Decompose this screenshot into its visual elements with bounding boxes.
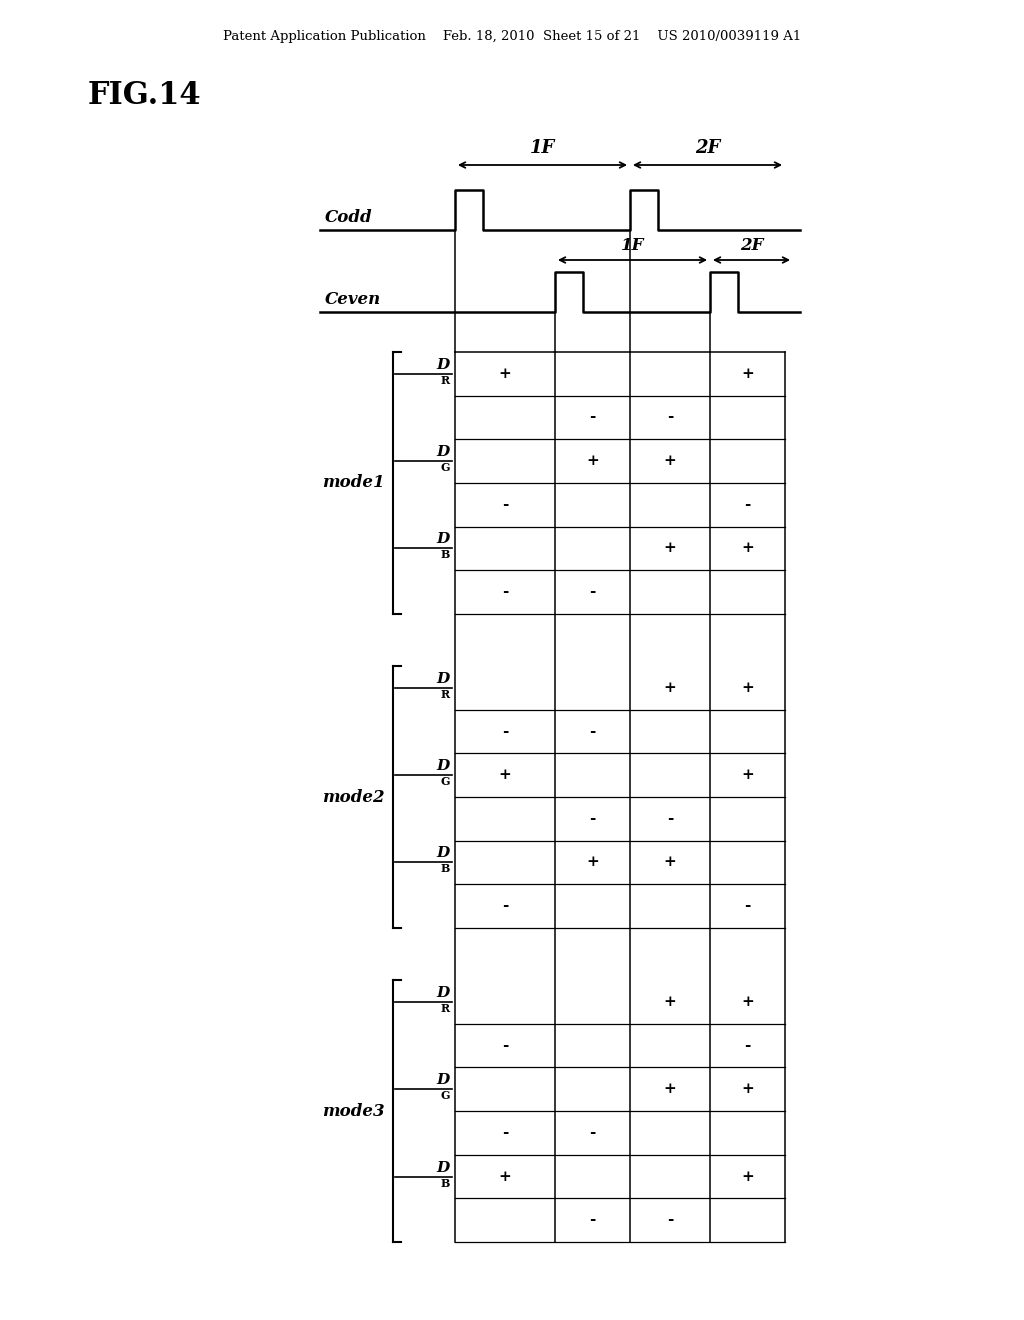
- Text: +: +: [664, 855, 677, 870]
- Text: -: -: [590, 812, 596, 826]
- Text: -: -: [502, 725, 508, 739]
- Text: -: -: [667, 1213, 673, 1228]
- Text: +: +: [499, 768, 511, 783]
- Text: D: D: [437, 445, 450, 459]
- Text: -: -: [502, 585, 508, 599]
- Text: -: -: [667, 812, 673, 826]
- Text: Codd: Codd: [325, 209, 373, 226]
- Text: R: R: [441, 689, 450, 700]
- Text: D: D: [437, 358, 450, 372]
- Text: +: +: [586, 855, 599, 870]
- Text: 2F: 2F: [695, 139, 720, 157]
- Text: B: B: [440, 1177, 450, 1188]
- Text: +: +: [741, 1082, 754, 1097]
- Text: D: D: [437, 532, 450, 546]
- Text: D: D: [437, 759, 450, 774]
- Text: +: +: [664, 541, 677, 556]
- Text: -: -: [502, 498, 508, 512]
- Text: D: D: [437, 1073, 450, 1088]
- Text: Ceven: Ceven: [325, 290, 381, 308]
- Text: B: B: [440, 863, 450, 874]
- Text: G: G: [440, 462, 450, 473]
- Text: mode2: mode2: [323, 788, 385, 805]
- Text: G: G: [440, 1090, 450, 1101]
- Text: +: +: [586, 454, 599, 469]
- Text: +: +: [741, 768, 754, 783]
- Text: mode3: mode3: [323, 1102, 385, 1119]
- Text: mode1: mode1: [323, 474, 385, 491]
- Text: -: -: [744, 1039, 751, 1052]
- Text: +: +: [741, 541, 754, 556]
- Text: D: D: [437, 1160, 450, 1175]
- Text: +: +: [741, 1170, 754, 1184]
- Text: -: -: [502, 899, 508, 913]
- Text: -: -: [502, 1126, 508, 1140]
- Text: +: +: [741, 995, 754, 1008]
- Text: D: D: [437, 846, 450, 861]
- Text: -: -: [590, 725, 596, 739]
- Text: FIG.14: FIG.14: [88, 81, 202, 111]
- Text: -: -: [590, 1126, 596, 1140]
- Text: -: -: [590, 585, 596, 599]
- Text: 2F: 2F: [739, 238, 763, 253]
- Text: 1F: 1F: [529, 139, 555, 157]
- Text: +: +: [499, 367, 511, 380]
- Text: +: +: [741, 681, 754, 694]
- Text: -: -: [744, 498, 751, 512]
- Text: +: +: [664, 1082, 677, 1097]
- Text: -: -: [590, 411, 596, 425]
- Text: -: -: [590, 1213, 596, 1228]
- Text: +: +: [499, 1170, 511, 1184]
- Text: +: +: [664, 681, 677, 694]
- Text: 1F: 1F: [621, 238, 644, 253]
- Text: D: D: [437, 986, 450, 1001]
- Text: -: -: [744, 899, 751, 913]
- Text: +: +: [741, 367, 754, 380]
- Text: +: +: [664, 995, 677, 1008]
- Text: +: +: [664, 454, 677, 469]
- Text: Patent Application Publication    Feb. 18, 2010  Sheet 15 of 21    US 2010/00391: Patent Application Publication Feb. 18, …: [223, 30, 801, 44]
- Text: R: R: [441, 1003, 450, 1014]
- Text: -: -: [667, 411, 673, 425]
- Text: D: D: [437, 672, 450, 686]
- Text: -: -: [502, 1039, 508, 1052]
- Text: G: G: [440, 776, 450, 787]
- Text: B: B: [440, 549, 450, 560]
- Text: R: R: [441, 375, 450, 385]
